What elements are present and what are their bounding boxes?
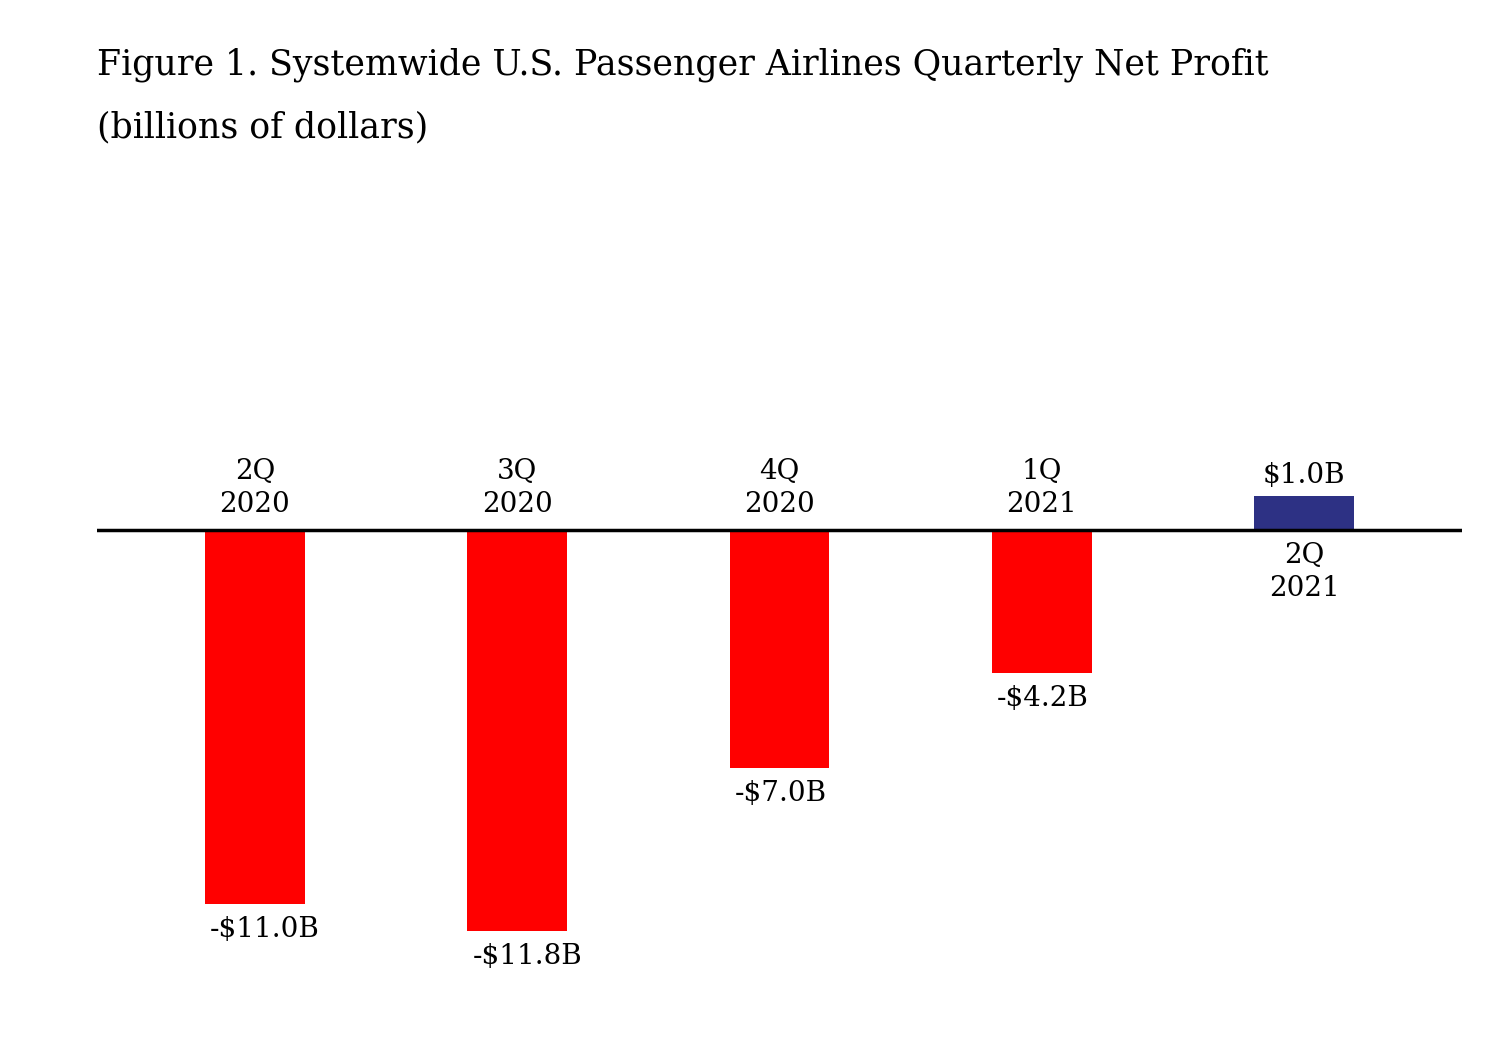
Text: 3Q
2020: 3Q 2020: [481, 458, 553, 519]
Text: $1.0B: $1.0B: [1262, 462, 1346, 489]
Text: -$7.0B: -$7.0B: [735, 780, 827, 807]
Bar: [1255, 497, 1354, 530]
Text: 4Q
2020: 4Q 2020: [744, 458, 815, 519]
Text: (billions of dollars): (billions of dollars): [97, 110, 429, 144]
Bar: [992, 530, 1091, 673]
Bar: [205, 530, 304, 904]
Text: 1Q
2021: 1Q 2021: [1006, 458, 1078, 519]
Text: -$11.8B: -$11.8B: [472, 943, 582, 970]
Text: -$4.2B: -$4.2B: [997, 685, 1090, 712]
Bar: [468, 530, 567, 932]
Text: 2Q
2020: 2Q 2020: [219, 458, 291, 519]
Text: -$11.0B: -$11.0B: [210, 916, 321, 943]
Bar: [730, 530, 829, 768]
Text: 2Q
2021: 2Q 2021: [1268, 542, 1340, 603]
Text: Figure 1. Systemwide U.S. Passenger Airlines Quarterly Net Profit: Figure 1. Systemwide U.S. Passenger Airl…: [97, 47, 1270, 82]
